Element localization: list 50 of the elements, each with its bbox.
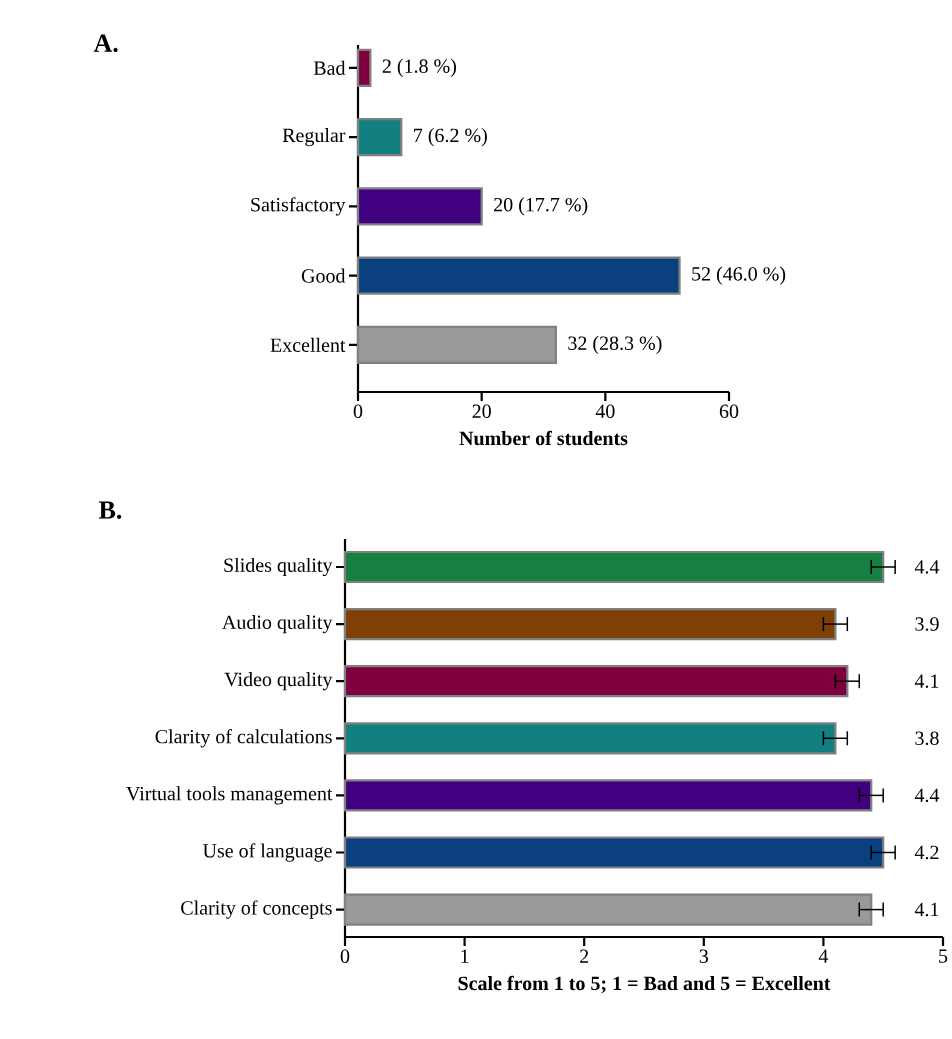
y-tick-label: Use of language	[202, 843, 332, 862]
bar	[343, 836, 885, 869]
data-label: 52 (46.0 %)	[692, 266, 786, 285]
bar	[356, 256, 681, 295]
y-tick-label: Satisfactory	[251, 197, 346, 216]
y-tick-label: Audio quality	[222, 614, 333, 634]
annotation: 3.9	[915, 617, 939, 631]
x-tick-label: 20	[472, 404, 491, 419]
x-tick-label: 0	[353, 404, 363, 419]
y-tick-label: Clarity of concepts	[181, 900, 332, 919]
annotation: 4.1	[914, 902, 939, 917]
x-tick-label: 1	[461, 949, 469, 963]
text: A.	[93, 34, 118, 53]
x-tick-label: 60	[719, 404, 739, 419]
x-axis-title: Scale from 1 to 5; 1 = Bad and 5 = Excellent	[458, 975, 831, 994]
bar	[356, 48, 372, 87]
bar	[343, 779, 873, 812]
x-axis-title: Number of students	[459, 430, 628, 446]
x-tick-label: 4	[818, 949, 829, 963]
bar	[343, 893, 873, 926]
y-tick-label: Good	[301, 268, 346, 283]
text: B.	[98, 501, 122, 519]
bar	[343, 550, 885, 584]
data-label: 2 (1.8 %)	[382, 58, 456, 77]
data-label: 20 (17.7 %)	[494, 197, 588, 216]
annotation: 4.4	[914, 788, 940, 803]
bar	[343, 607, 837, 641]
y-tick-label: Bad	[313, 60, 346, 75]
annotation: 4.2	[914, 845, 939, 860]
y-tick-label: Clarity of calculations	[155, 729, 332, 748]
bar	[356, 325, 557, 364]
annotation: 4.1	[914, 674, 939, 688]
y-tick-label: Video quality	[224, 672, 333, 691]
bar	[343, 722, 837, 755]
data-label: 32 (28.3 %)	[568, 335, 662, 354]
x-tick-label: 3	[699, 949, 709, 963]
bar	[356, 187, 483, 226]
bar	[343, 665, 849, 698]
x-tick-label: 40	[595, 404, 615, 419]
x-tick-label: 2	[580, 949, 589, 963]
y-tick-label: Slides quality	[224, 557, 333, 577]
x-tick-label: 0	[340, 949, 350, 964]
data-label: 7 (6.2 %)	[414, 128, 487, 147]
y-tick-label: Excellent	[270, 337, 346, 352]
annotation: 4.4	[914, 560, 940, 574]
annotation: 3.8	[915, 731, 939, 746]
bar	[356, 118, 403, 157]
x-tick-label: 5	[939, 949, 948, 963]
y-tick-label: Virtual tools management	[126, 786, 333, 805]
y-tick-label: Regular	[282, 128, 346, 147]
